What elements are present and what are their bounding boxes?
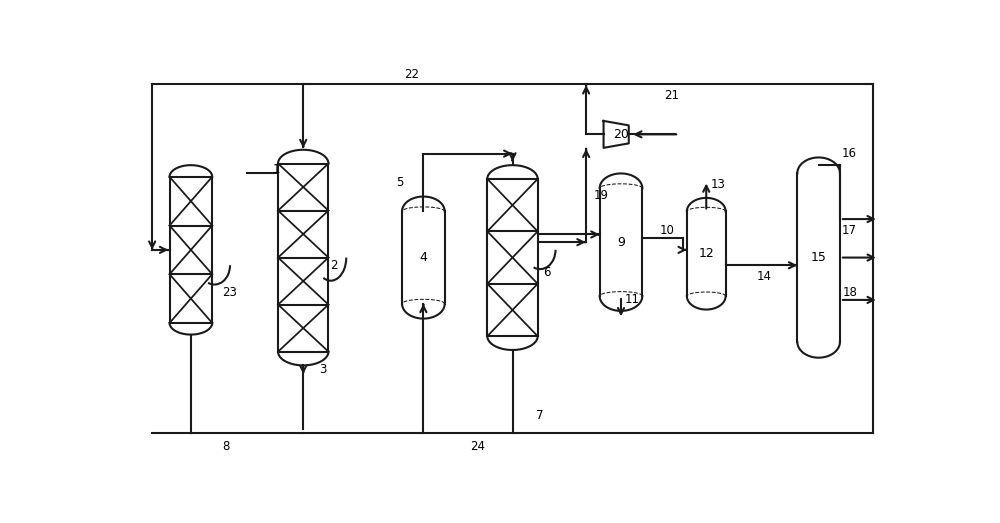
Text: 13: 13: [710, 178, 725, 191]
Text: 12: 12: [698, 247, 714, 260]
Text: 8: 8: [222, 440, 229, 453]
Text: 21: 21: [664, 89, 679, 103]
Text: 14: 14: [757, 270, 772, 283]
Text: 7: 7: [536, 409, 543, 422]
Text: 17: 17: [842, 224, 857, 237]
Text: 5: 5: [396, 176, 404, 189]
Text: 22: 22: [404, 68, 419, 81]
Text: 6: 6: [544, 267, 551, 279]
Text: 24: 24: [470, 440, 485, 453]
Text: 16: 16: [842, 147, 857, 160]
Text: 20: 20: [613, 128, 629, 141]
Text: 9: 9: [617, 236, 625, 248]
Text: 18: 18: [842, 286, 857, 299]
Text: 2: 2: [330, 259, 338, 272]
Text: 11: 11: [625, 293, 640, 306]
Text: 4: 4: [419, 251, 427, 264]
Text: 15: 15: [811, 251, 827, 264]
Text: 3: 3: [319, 363, 326, 376]
Text: 23: 23: [222, 286, 237, 299]
Text: 10: 10: [660, 224, 675, 237]
Text: 19: 19: [594, 189, 609, 202]
Text: 1: 1: [272, 163, 280, 176]
